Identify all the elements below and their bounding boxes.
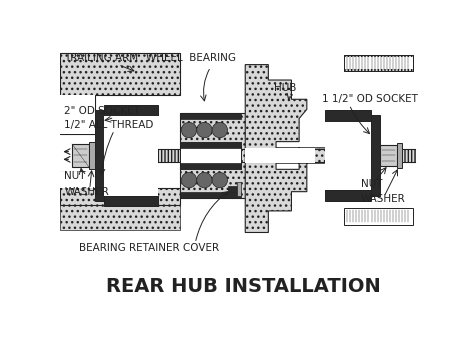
- Bar: [325, 121, 371, 190]
- Bar: [104, 116, 158, 195]
- Bar: [89, 142, 95, 169]
- Bar: [180, 113, 257, 198]
- Circle shape: [212, 122, 228, 138]
- Bar: [61, 172, 95, 188]
- Circle shape: [197, 172, 212, 188]
- Text: REAR HUB INSTALLATION: REAR HUB INSTALLATION: [106, 277, 380, 296]
- Bar: [344, 55, 413, 71]
- Bar: [245, 148, 315, 163]
- Bar: [104, 104, 158, 116]
- Bar: [72, 144, 89, 167]
- Text: BEARING RETAINER COVER: BEARING RETAINER COVER: [79, 243, 219, 253]
- Bar: [72, 148, 415, 162]
- Circle shape: [197, 122, 212, 138]
- Bar: [325, 190, 371, 201]
- Text: 1/2" ALL THREAD: 1/2" ALL THREAD: [64, 120, 154, 130]
- Circle shape: [212, 172, 228, 188]
- Bar: [61, 53, 180, 95]
- Bar: [61, 95, 95, 134]
- Bar: [180, 142, 241, 145]
- Circle shape: [182, 122, 197, 138]
- Text: 2" OD SOCKET: 2" OD SOCKET: [64, 106, 140, 116]
- Bar: [397, 143, 402, 168]
- Bar: [344, 55, 413, 71]
- Bar: [61, 188, 180, 230]
- Text: WASHER: WASHER: [361, 194, 405, 204]
- Text: WASHER: WASHER: [64, 187, 109, 197]
- Text: HUB: HUB: [274, 83, 297, 93]
- Text: NUT: NUT: [64, 171, 86, 181]
- Polygon shape: [61, 172, 180, 205]
- Bar: [180, 192, 241, 198]
- Bar: [228, 186, 240, 192]
- Bar: [180, 166, 241, 169]
- Bar: [237, 182, 241, 196]
- Text: WHEEL  BEARING: WHEEL BEARING: [146, 54, 237, 63]
- Text: NUT: NUT: [361, 179, 382, 189]
- Text: TRAILING ARM: TRAILING ARM: [64, 54, 138, 63]
- Text: 1 1/2" OD SOCKET: 1 1/2" OD SOCKET: [322, 94, 418, 104]
- Polygon shape: [61, 53, 180, 134]
- Polygon shape: [245, 65, 337, 233]
- Bar: [344, 208, 413, 225]
- Circle shape: [182, 172, 197, 188]
- Bar: [180, 142, 241, 148]
- Bar: [104, 195, 158, 206]
- Bar: [380, 145, 397, 166]
- Bar: [325, 110, 371, 121]
- Bar: [344, 57, 413, 69]
- Bar: [180, 146, 241, 165]
- Bar: [371, 116, 380, 195]
- Bar: [95, 110, 104, 201]
- Bar: [180, 113, 241, 119]
- Bar: [180, 163, 241, 169]
